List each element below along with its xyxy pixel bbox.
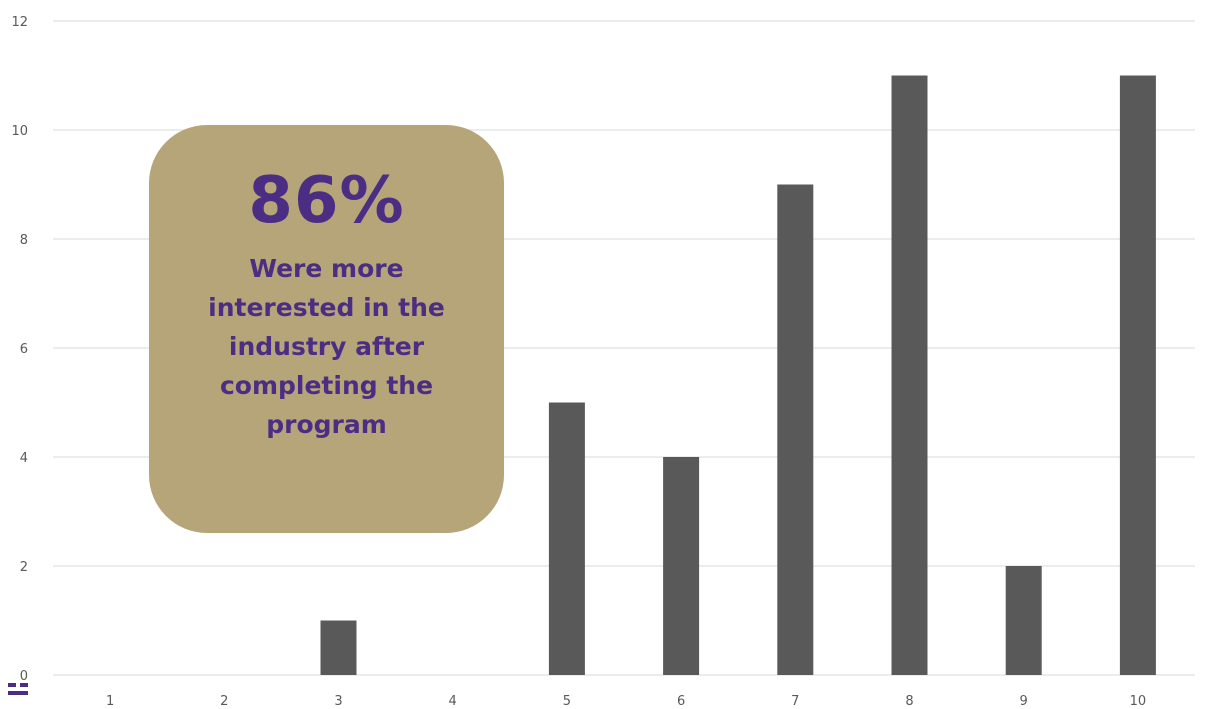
x-tick-label: 7 [791, 694, 799, 709]
bar-7 [777, 184, 814, 675]
bar-10 [1119, 75, 1156, 675]
y-tick-label: 6 [20, 342, 28, 357]
y-tick-label: 10 [11, 124, 28, 139]
x-axis-tick-labels: 1 2 3 4 5 6 7 8 9 10 [106, 694, 1146, 709]
x-tick-label: 5 [563, 694, 571, 709]
logo-fragment [0, 676, 40, 709]
y-tick-label: 8 [20, 233, 28, 248]
y-tick-label: 2 [20, 560, 28, 575]
bar-5 [548, 402, 585, 675]
y-tick-label: 12 [11, 15, 28, 30]
x-tick-label: 6 [677, 694, 685, 709]
x-tick-label: 10 [1130, 694, 1147, 709]
x-tick-label: 9 [1020, 694, 1028, 709]
x-tick-label: 4 [449, 694, 457, 709]
callout-stat: 86% [248, 164, 405, 238]
x-tick-label: 8 [905, 694, 913, 709]
bars [320, 75, 1156, 675]
bar-6 [663, 457, 700, 675]
y-axis-tick-labels: 0 2 4 6 8 10 12 [11, 15, 28, 684]
x-tick-label: 2 [220, 694, 228, 709]
y-tick-label: 4 [20, 451, 28, 466]
stat-callout: 86% Were more interested in the industry… [149, 125, 504, 533]
bar-3 [320, 620, 357, 675]
callout-description: Were more interested in the industry aft… [208, 254, 445, 439]
y-tick-label: 0 [20, 669, 28, 684]
x-tick-label: 3 [334, 694, 342, 709]
bar-8 [891, 75, 928, 675]
x-tick-label: 1 [106, 694, 114, 709]
bar-9 [1005, 566, 1042, 675]
